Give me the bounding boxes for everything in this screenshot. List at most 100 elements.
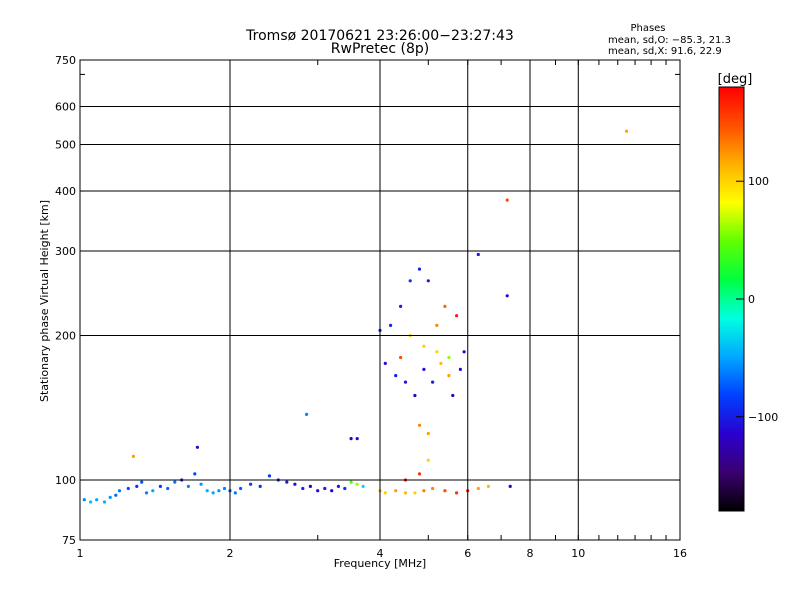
y-tick-label: 400 — [55, 185, 76, 198]
y-tick-label: 300 — [55, 245, 76, 258]
data-point — [399, 355, 403, 360]
data-point — [316, 489, 320, 493]
data-point — [462, 350, 466, 354]
data-point — [455, 491, 459, 495]
x-tick-label: 1 — [77, 547, 84, 560]
data-point — [426, 279, 430, 283]
data-point — [455, 314, 459, 318]
data-point — [151, 489, 155, 493]
colorbar-tick-label: −100 — [748, 411, 778, 424]
data-point — [343, 486, 347, 491]
data-point — [476, 486, 480, 491]
data-point — [486, 484, 490, 488]
colorbar-ticks: 100 0 −100 — [736, 175, 778, 424]
data-point — [258, 484, 262, 488]
data-point — [355, 437, 359, 441]
data-point — [417, 267, 422, 271]
data-point — [95, 498, 99, 502]
data-point — [89, 500, 93, 504]
data-point — [361, 484, 365, 488]
data-point — [305, 412, 309, 416]
data-point — [222, 486, 227, 491]
data-point — [267, 474, 272, 478]
data-point — [173, 480, 177, 484]
data-point — [505, 294, 509, 298]
data-point — [195, 445, 199, 449]
data-point — [193, 472, 197, 476]
data-point — [135, 484, 139, 488]
data-point — [394, 374, 398, 378]
data-point — [323, 486, 327, 491]
data-point — [349, 437, 353, 441]
data-point — [383, 491, 387, 495]
x-tick-label: 8 — [527, 547, 534, 560]
data-point — [426, 431, 430, 436]
colorbar-tick-label: 100 — [748, 175, 769, 188]
data-point — [458, 367, 462, 371]
data-point — [140, 480, 144, 484]
data-point — [233, 491, 237, 495]
data-point — [301, 486, 305, 491]
x-tick-label: 16 — [673, 547, 687, 560]
y-tick-label: 500 — [55, 139, 76, 152]
y-axis-label: Stationary phase Virtual Height [km] — [38, 200, 51, 402]
data-point — [435, 350, 439, 354]
x-tick-label: 6 — [464, 547, 471, 560]
data-point — [625, 129, 629, 133]
data-point — [158, 484, 162, 488]
x-tick-labels: 1 2 4 6 8 10 16 — [77, 547, 688, 560]
data-point — [355, 482, 359, 486]
data-point — [82, 498, 86, 502]
data-point — [447, 374, 451, 378]
data-point — [422, 344, 426, 348]
data-point — [417, 472, 422, 476]
data-point — [422, 367, 426, 371]
data-point — [399, 304, 403, 308]
y-tick-label: 200 — [55, 330, 76, 343]
data-point — [413, 491, 417, 495]
phases-line-o: mean, sd,O: −85.3, 21.3 — [608, 35, 731, 46]
data-point — [451, 393, 455, 398]
data-point — [308, 484, 312, 488]
data-point — [389, 323, 393, 327]
data-point — [431, 380, 435, 384]
data-point — [102, 500, 107, 504]
data-point — [349, 480, 353, 484]
y-tick-labels: 75 100 200 300 400 500 600 750 — [55, 54, 76, 547]
data-point — [114, 493, 118, 497]
data-point — [144, 491, 149, 495]
data-point — [394, 489, 398, 493]
data-point — [126, 486, 130, 491]
data-point — [413, 393, 417, 398]
data-point — [249, 482, 253, 486]
data-point — [422, 489, 426, 493]
data-points — [82, 129, 629, 504]
data-point — [205, 489, 209, 493]
data-point — [166, 486, 170, 491]
data-point — [131, 454, 135, 458]
data-point — [211, 491, 215, 495]
chart-title-line2: RwPretec (8p) — [331, 41, 429, 57]
data-point — [508, 484, 512, 488]
x-tick-label: 10 — [571, 547, 585, 560]
data-point — [117, 489, 122, 493]
data-point — [443, 489, 447, 493]
data-point — [439, 361, 443, 365]
x-tick-label: 2 — [227, 547, 234, 560]
data-point — [293, 482, 297, 486]
phases-title: Phases — [630, 23, 665, 34]
data-point — [285, 480, 289, 484]
data-point — [447, 355, 451, 360]
data-point — [108, 495, 112, 499]
colorbar-unit-label: [deg] — [718, 72, 753, 87]
chart-title-line1: Tromsø 20170621 23:26:00−23:27:43 — [245, 28, 514, 44]
data-point — [186, 484, 190, 488]
data-point — [403, 491, 408, 495]
data-point — [417, 423, 422, 427]
phases-line-x: mean, sd,X: 91.6, 22.9 — [608, 46, 722, 57]
data-point — [383, 361, 387, 365]
data-point — [403, 380, 408, 384]
y-tick-label: 100 — [55, 474, 76, 487]
y-tick-label: 600 — [55, 101, 76, 114]
data-point — [435, 323, 439, 327]
